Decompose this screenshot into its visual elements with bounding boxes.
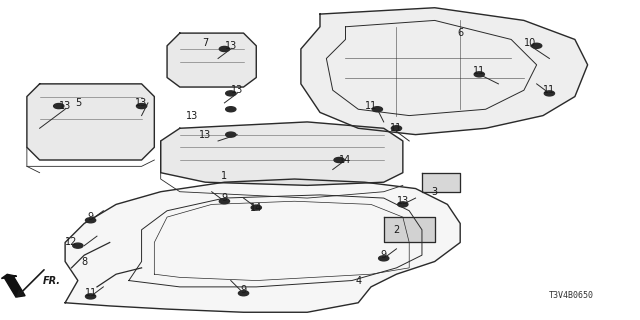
Text: 6: 6 bbox=[457, 28, 463, 38]
Circle shape bbox=[251, 205, 261, 210]
Text: 11: 11 bbox=[390, 123, 403, 133]
Polygon shape bbox=[161, 122, 403, 185]
Circle shape bbox=[86, 218, 96, 223]
Circle shape bbox=[73, 243, 83, 248]
Text: 13: 13 bbox=[231, 85, 243, 95]
Text: 5: 5 bbox=[75, 98, 81, 108]
Text: 13: 13 bbox=[186, 111, 198, 121]
Circle shape bbox=[54, 104, 64, 108]
Text: T3V4B0650: T3V4B0650 bbox=[549, 291, 594, 300]
Text: 13: 13 bbox=[397, 196, 409, 206]
Circle shape bbox=[220, 46, 230, 52]
Circle shape bbox=[532, 43, 541, 48]
Text: 3: 3 bbox=[431, 187, 438, 197]
Text: FR.: FR. bbox=[43, 276, 61, 285]
Circle shape bbox=[544, 91, 554, 96]
Text: 11: 11 bbox=[84, 288, 97, 298]
Polygon shape bbox=[167, 33, 256, 87]
Text: 11: 11 bbox=[365, 101, 377, 111]
Text: 14: 14 bbox=[250, 203, 262, 212]
Polygon shape bbox=[301, 8, 588, 135]
Text: 13: 13 bbox=[59, 101, 71, 111]
Text: 1: 1 bbox=[221, 171, 227, 181]
Text: 7: 7 bbox=[202, 38, 209, 48]
Polygon shape bbox=[422, 173, 460, 192]
Circle shape bbox=[86, 294, 96, 299]
Text: 14: 14 bbox=[339, 155, 351, 165]
Circle shape bbox=[226, 91, 236, 96]
Text: 13: 13 bbox=[225, 41, 237, 51]
Circle shape bbox=[220, 199, 230, 204]
Circle shape bbox=[239, 291, 248, 296]
Circle shape bbox=[334, 157, 344, 163]
Text: 4: 4 bbox=[355, 276, 362, 285]
Polygon shape bbox=[27, 84, 154, 160]
Circle shape bbox=[136, 104, 147, 108]
Text: 8: 8 bbox=[81, 257, 87, 267]
Text: 9: 9 bbox=[381, 250, 387, 260]
Text: 12: 12 bbox=[65, 237, 77, 247]
Text: 9: 9 bbox=[241, 285, 246, 295]
Polygon shape bbox=[384, 217, 435, 243]
Text: 13: 13 bbox=[199, 130, 211, 140]
Text: 11: 11 bbox=[543, 85, 556, 95]
Circle shape bbox=[392, 126, 401, 131]
Text: 2: 2 bbox=[394, 225, 399, 235]
Circle shape bbox=[474, 72, 484, 77]
Text: 10: 10 bbox=[524, 38, 536, 48]
Polygon shape bbox=[65, 179, 460, 312]
Circle shape bbox=[379, 256, 389, 261]
Text: 9: 9 bbox=[221, 193, 227, 203]
Circle shape bbox=[226, 107, 236, 112]
Text: 11: 11 bbox=[473, 66, 485, 76]
Circle shape bbox=[226, 132, 236, 137]
Text: 13: 13 bbox=[136, 98, 148, 108]
Text: 9: 9 bbox=[88, 212, 93, 222]
Circle shape bbox=[397, 202, 408, 207]
Circle shape bbox=[372, 107, 383, 112]
FancyArrow shape bbox=[1, 274, 25, 297]
